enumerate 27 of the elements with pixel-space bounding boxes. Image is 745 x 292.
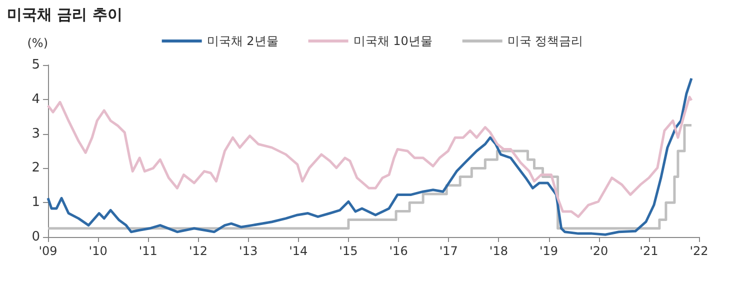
x-tick-label: '19 (539, 244, 558, 258)
legend-label: 미국채 2년물 (206, 34, 278, 48)
legend-label: 미국 정책금리 (507, 34, 584, 48)
x-tick-label: '13 (239, 244, 258, 258)
x-tick-label: '10 (88, 244, 108, 258)
legend-label: 미국채 10년물 (353, 34, 432, 48)
x-tick-label: '21 (640, 244, 658, 258)
y-tick-label: 3 (32, 126, 40, 142)
y-tick-label: 5 (32, 58, 40, 72)
line-series (46, 96, 693, 218)
x-tick-label: '18 (489, 244, 508, 258)
x-tick-label: '22 (690, 244, 708, 258)
x-tick-label: '17 (439, 244, 458, 258)
x-tick-label: '15 (339, 244, 358, 258)
x-tick-label: '11 (138, 244, 158, 258)
y-tick-label: 2 (32, 160, 40, 176)
y-tick-label: 1 (32, 195, 40, 210)
y-axis-title: (%) (27, 36, 48, 50)
x-tick-label: '09 (38, 244, 58, 258)
line-series (46, 77, 693, 236)
y-tick-label: 4 (32, 92, 40, 107)
x-tick-label: '20 (590, 244, 608, 258)
chart-title: 미국채 금리 추이 (7, 6, 122, 24)
y-tick-label: 0 (32, 230, 40, 244)
x-tick-label: '12 (188, 244, 208, 258)
x-tick-label: '16 (389, 244, 408, 258)
x-tick-label: '14 (289, 244, 308, 258)
